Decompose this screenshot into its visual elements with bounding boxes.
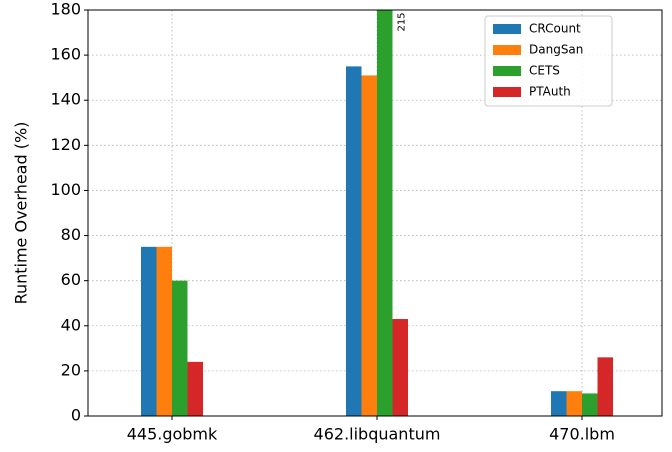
legend-swatch	[493, 45, 521, 55]
clipped-value-label: 215	[397, 12, 408, 31]
legend-label: PTAuth	[529, 85, 571, 99]
bar	[551, 391, 567, 416]
y-axis-label: Runtime Overhead (%)	[12, 122, 31, 305]
legend-swatch	[493, 24, 521, 34]
bar	[566, 391, 582, 416]
legend-label: CETS	[529, 64, 560, 78]
y-tick-label: 180	[50, 0, 81, 19]
legend-label: DangSan	[529, 43, 583, 57]
legend-label: CRCount	[529, 22, 581, 36]
bar	[361, 75, 377, 416]
bar	[597, 357, 613, 416]
legend-box	[484, 15, 613, 107]
legend-swatch	[493, 87, 521, 97]
bar	[187, 361, 203, 416]
y-tick-label: 60	[61, 270, 81, 289]
bar	[141, 246, 157, 416]
x-tick-label: 462.libquantum	[314, 425, 441, 444]
legend-swatch	[493, 66, 521, 76]
x-tick-label: 445.gobmk	[127, 425, 218, 444]
x-tick-label: 470.lbm	[549, 425, 615, 444]
plot-frame	[87, 9, 663, 417]
bar	[582, 393, 598, 416]
y-tick-label: 100	[50, 180, 81, 199]
bar	[377, 10, 393, 416]
bar	[346, 66, 362, 416]
y-tick-label: 120	[50, 135, 81, 154]
y-tick-label: 20	[61, 360, 81, 379]
y-tick-label: 140	[50, 90, 81, 109]
bar	[172, 280, 188, 416]
y-tick-label: 160	[50, 45, 81, 64]
bar	[156, 246, 172, 416]
bar	[392, 319, 408, 416]
y-tick-label: 80	[61, 225, 81, 244]
y-tick-label: 0	[71, 406, 81, 425]
y-tick-label: 40	[61, 315, 81, 334]
